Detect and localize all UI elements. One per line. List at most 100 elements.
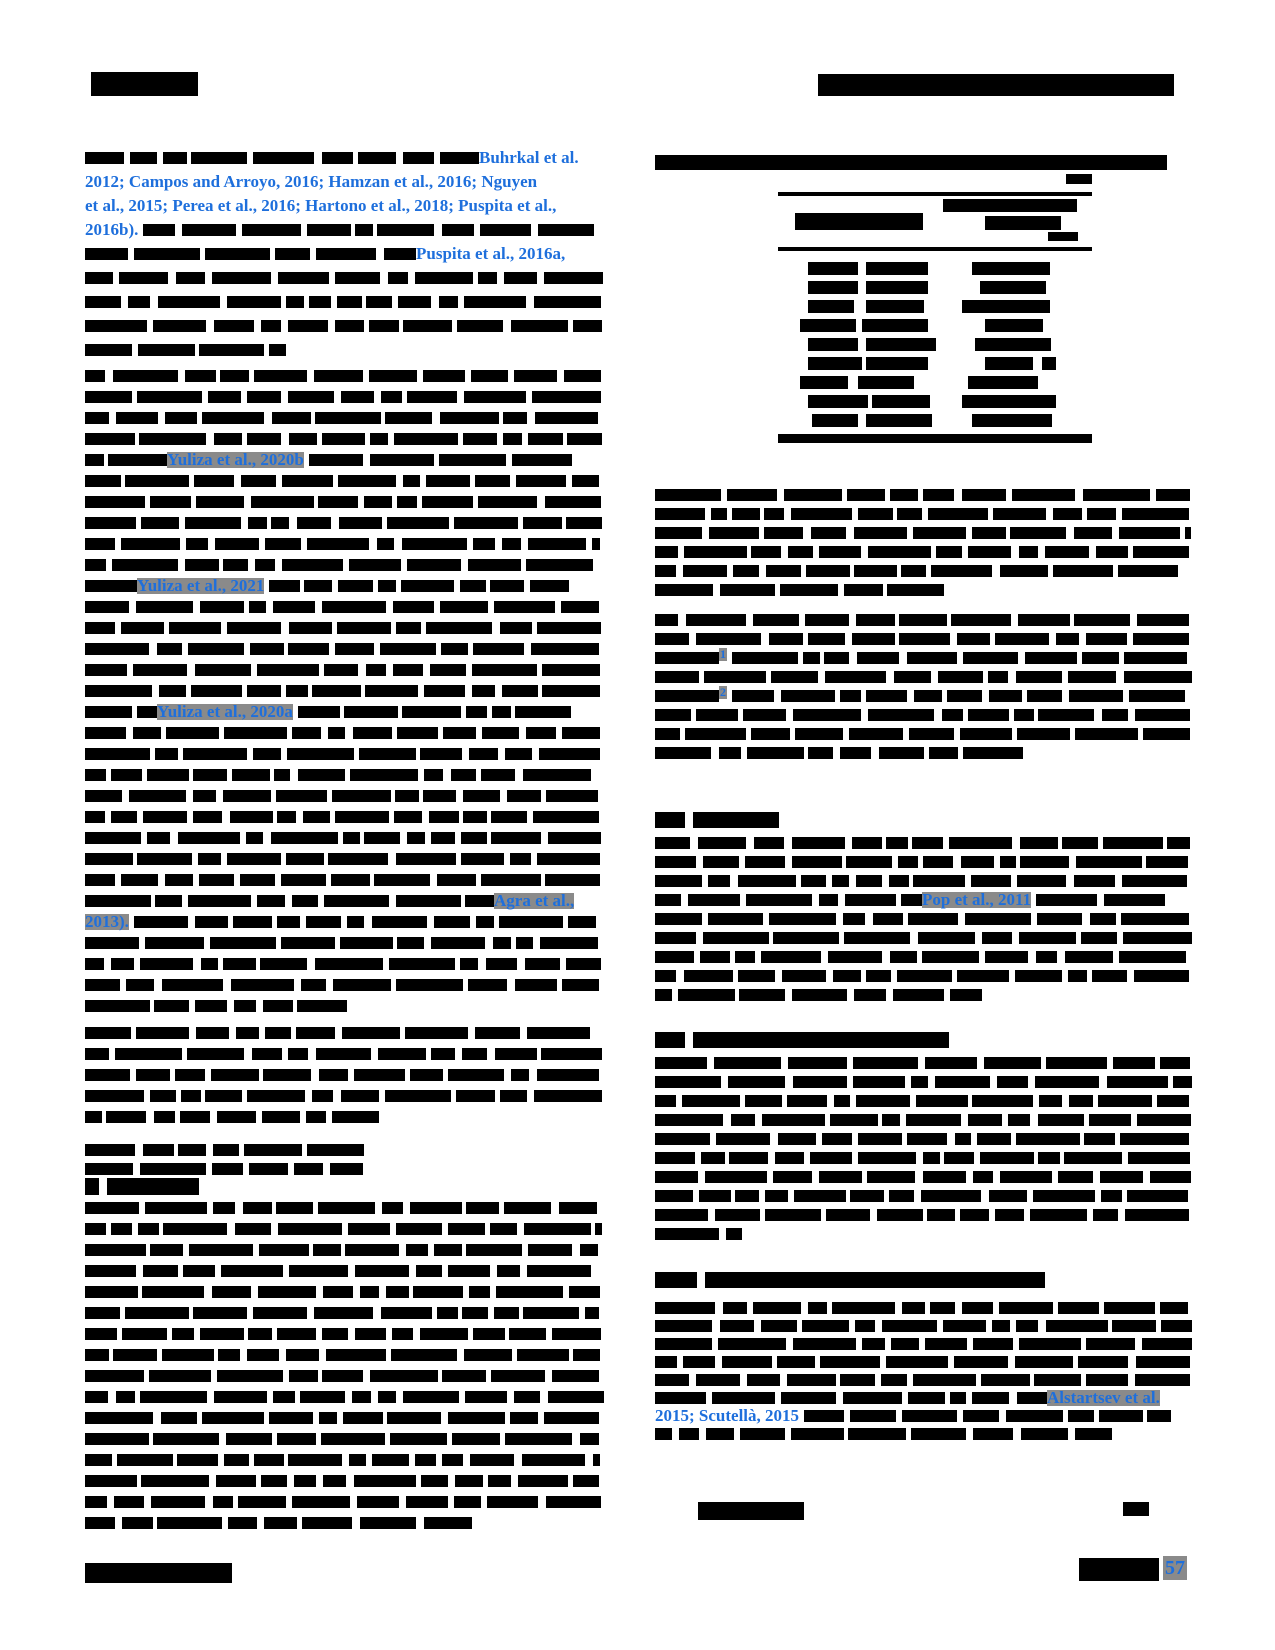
redacted-word [535, 412, 598, 424]
redacted-word [281, 937, 335, 949]
redacted-word [323, 1475, 346, 1487]
redacted-word [793, 1076, 847, 1088]
redacted-word [288, 1048, 308, 1060]
redacted-word [852, 837, 882, 849]
redacted-word [254, 370, 307, 382]
redacted-word [393, 664, 423, 676]
redacted-word [775, 1152, 804, 1164]
redacted-word [423, 790, 456, 802]
citation-link[interactable]: Agra et al., [494, 891, 575, 910]
redacted-word [1020, 856, 1069, 868]
footnote-marker-link[interactable]: 2 [719, 685, 727, 699]
redacted-word [381, 391, 402, 403]
redacted-text-line [85, 1161, 600, 1177]
redacted-word [514, 1391, 540, 1403]
redacted-word [698, 837, 746, 849]
redacted-word [995, 1209, 1024, 1221]
redacted-word [85, 454, 104, 466]
redacted-word [415, 1454, 436, 1466]
redacted-word [514, 370, 557, 382]
redacted-text-line [85, 935, 600, 951]
redacted-text-line [655, 1093, 1190, 1109]
redacted-word [682, 1095, 740, 1107]
redacted-word [1074, 875, 1115, 887]
redacted-word [886, 837, 908, 849]
redacted-text-line [85, 599, 600, 615]
table-body-cells-cell [800, 376, 848, 389]
subsection-2-1-paragraph: Pop et al., 2011 [655, 835, 1192, 1006]
redacted-word [128, 296, 150, 308]
redacted-word [338, 580, 374, 592]
redacted-word [504, 1202, 551, 1214]
redacted-word [211, 1069, 259, 1081]
redacted-word [108, 454, 167, 466]
redacted-word [769, 913, 836, 925]
redacted-word [85, 370, 105, 382]
redacted-word [212, 272, 271, 284]
redacted-word [544, 272, 603, 284]
redacted-word [995, 633, 1049, 645]
redacted-word [247, 391, 281, 403]
redacted-word [301, 979, 326, 991]
citation-link[interactable]: 2015; Scutellà, 2015 [655, 1406, 800, 1425]
redacted-word [85, 1144, 135, 1156]
redacted-word [1018, 614, 1070, 626]
citation-link[interactable]: 2016b). [85, 220, 139, 239]
redacted-word [572, 475, 599, 487]
page-link[interactable]: 57 [1163, 1556, 1187, 1580]
redacted-word [114, 1496, 144, 1508]
redacted-word [309, 296, 331, 308]
redacted-word [318, 496, 358, 508]
redacted-word [85, 248, 128, 260]
redacted-word [188, 895, 251, 907]
citation-link[interactable]: Buhrkal et al. [479, 148, 579, 167]
redacted-word [183, 1265, 215, 1277]
redacted-word [273, 1391, 295, 1403]
redacted-word [277, 811, 296, 823]
redacted-word [704, 671, 766, 683]
redacted-word [655, 1152, 695, 1164]
redacted-word [655, 1095, 676, 1107]
redacted-word [732, 652, 798, 664]
citation-link[interactable]: 2012; Campos and Arroyo, 2016; Hamzan et… [85, 172, 538, 191]
redacted-word [1069, 1095, 1093, 1107]
footnote-marker-link[interactable]: 1 [719, 647, 727, 661]
redacted-word [546, 1496, 601, 1508]
redacted-word [716, 1133, 770, 1145]
redacted-word [753, 1302, 801, 1314]
redacted-word [552, 1370, 599, 1382]
redacted-word [746, 894, 812, 906]
redacted-word [172, 1328, 194, 1340]
redacted-word [372, 1454, 409, 1466]
redacted-word [472, 664, 537, 676]
redacted-word [442, 224, 475, 236]
redacted-word [523, 769, 591, 781]
subsection-heading-2-1 [655, 812, 787, 828]
citation-link[interactable]: Puspita et al., 2016a, [416, 244, 566, 263]
redacted-word [193, 769, 227, 781]
citation-link[interactable]: Alstartsev et al. [1047, 1388, 1160, 1407]
citation-link[interactable]: Yuliza et al., 2020a [157, 702, 293, 721]
redacted-word [223, 958, 256, 970]
redacted-word [981, 1374, 1030, 1386]
redacted-word [1118, 565, 1178, 577]
redacted-word [573, 1475, 599, 1487]
redacted-word [655, 1190, 693, 1202]
redacted-text-line [85, 473, 600, 489]
redacted-word [424, 1517, 472, 1529]
citation-link[interactable]: Pop et al., 2011 [922, 890, 1032, 909]
redacted-text-line [655, 1354, 1190, 1370]
redacted-text-line [85, 851, 600, 867]
redacted-word [248, 517, 267, 529]
redacted-word [213, 1144, 239, 1156]
table-body-cells-cell [858, 376, 914, 389]
citation-link[interactable]: Yuliza et al., 2020b [167, 450, 304, 469]
redacted-word [85, 1391, 108, 1403]
redacted-word [546, 790, 598, 802]
citation-link[interactable]: et al., 2015; Perea et al., 2016; Harton… [85, 196, 557, 215]
citation-link[interactable]: Yuliza et al., 2021 [137, 576, 265, 595]
redacted-text-line [85, 1368, 600, 1384]
table-body-cells-cell [968, 376, 1038, 389]
citation-link[interactable]: 2013). [85, 912, 129, 931]
redacted-word [562, 979, 599, 991]
